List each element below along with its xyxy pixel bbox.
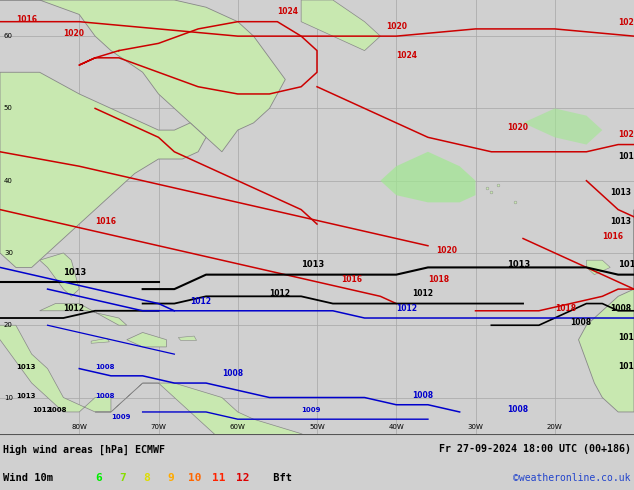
Text: 12: 12 [236, 472, 250, 483]
Text: 50: 50 [4, 105, 13, 111]
Text: 1009: 1009 [111, 414, 131, 420]
Text: 30W: 30W [467, 424, 484, 430]
Text: 50W: 50W [309, 424, 325, 430]
Text: 8: 8 [143, 472, 150, 483]
Polygon shape [586, 260, 610, 274]
Text: 1016: 1016 [95, 217, 116, 226]
Text: 1013: 1013 [610, 188, 631, 197]
Text: 10: 10 [4, 394, 13, 400]
Polygon shape [0, 325, 111, 412]
Text: 1024: 1024 [277, 7, 299, 17]
Text: 1020: 1020 [618, 130, 634, 139]
Text: 40W: 40W [389, 424, 404, 430]
Polygon shape [523, 108, 602, 145]
Text: Wind 10m: Wind 10m [3, 472, 53, 483]
Text: 60W: 60W [230, 424, 246, 430]
Text: 1020: 1020 [385, 22, 407, 31]
Text: 1009: 1009 [301, 407, 321, 413]
Text: 1016: 1016 [341, 275, 362, 284]
Text: 1020: 1020 [436, 246, 457, 255]
Text: Fr 27-09-2024 18:00 UTC (00+186): Fr 27-09-2024 18:00 UTC (00+186) [439, 444, 631, 454]
Text: 80W: 80W [71, 424, 87, 430]
Text: 1018: 1018 [555, 304, 576, 313]
Text: 1008: 1008 [507, 405, 528, 414]
Text: 1008: 1008 [412, 391, 433, 399]
Text: 1020: 1020 [618, 18, 634, 27]
Text: ©weatheronline.co.uk: ©weatheronline.co.uk [514, 472, 631, 483]
Polygon shape [0, 73, 206, 268]
Text: 1013: 1013 [16, 392, 36, 398]
Text: 1012: 1012 [618, 362, 634, 370]
Text: 1013: 1013 [16, 364, 36, 369]
Text: 1013: 1013 [507, 260, 531, 270]
Text: 1008: 1008 [610, 304, 631, 313]
Text: 1015: 1015 [618, 260, 634, 270]
Polygon shape [39, 253, 79, 296]
Text: 1008: 1008 [571, 318, 592, 327]
Text: 20W: 20W [547, 424, 562, 430]
Text: 30: 30 [4, 250, 13, 256]
Text: 20: 20 [4, 322, 13, 328]
Text: 1013: 1013 [610, 217, 631, 226]
Polygon shape [178, 336, 197, 341]
Text: 1013: 1013 [63, 268, 87, 277]
Text: 40: 40 [4, 178, 13, 184]
Text: 1012: 1012 [63, 304, 84, 313]
Text: 1012: 1012 [412, 289, 433, 298]
Text: Bft: Bft [267, 472, 292, 483]
Text: 10: 10 [188, 472, 202, 483]
Text: 1020: 1020 [63, 29, 84, 38]
Text: 1012: 1012 [269, 289, 290, 298]
Polygon shape [91, 338, 109, 343]
Text: 7: 7 [119, 472, 126, 483]
Text: 1008: 1008 [222, 369, 243, 378]
Polygon shape [0, 0, 285, 152]
Text: 1012: 1012 [618, 333, 634, 342]
Text: 1008: 1008 [95, 392, 115, 398]
Text: 1012: 1012 [32, 407, 51, 413]
Text: 1008: 1008 [95, 364, 115, 369]
Polygon shape [380, 152, 476, 202]
Text: 6: 6 [95, 472, 101, 483]
Polygon shape [127, 333, 166, 347]
Polygon shape [39, 304, 127, 325]
Text: 1012: 1012 [396, 304, 417, 313]
Text: 1011: 1011 [618, 152, 634, 161]
Polygon shape [578, 210, 634, 412]
Text: 1018: 1018 [428, 275, 449, 284]
Text: 1024: 1024 [396, 51, 417, 60]
Text: 70W: 70W [150, 424, 167, 430]
Polygon shape [301, 0, 380, 50]
Text: 9: 9 [167, 472, 174, 483]
Text: 1012: 1012 [190, 296, 211, 306]
Text: 1016: 1016 [16, 15, 37, 24]
Text: 11: 11 [212, 472, 226, 483]
Text: 1013: 1013 [301, 260, 325, 270]
Text: 1020: 1020 [507, 123, 528, 132]
Text: 60: 60 [4, 33, 13, 39]
Polygon shape [95, 383, 317, 477]
Text: 1008: 1008 [48, 407, 67, 413]
Text: High wind areas [hPa] ECMWF: High wind areas [hPa] ECMWF [3, 444, 165, 455]
Text: 1016: 1016 [602, 231, 623, 241]
